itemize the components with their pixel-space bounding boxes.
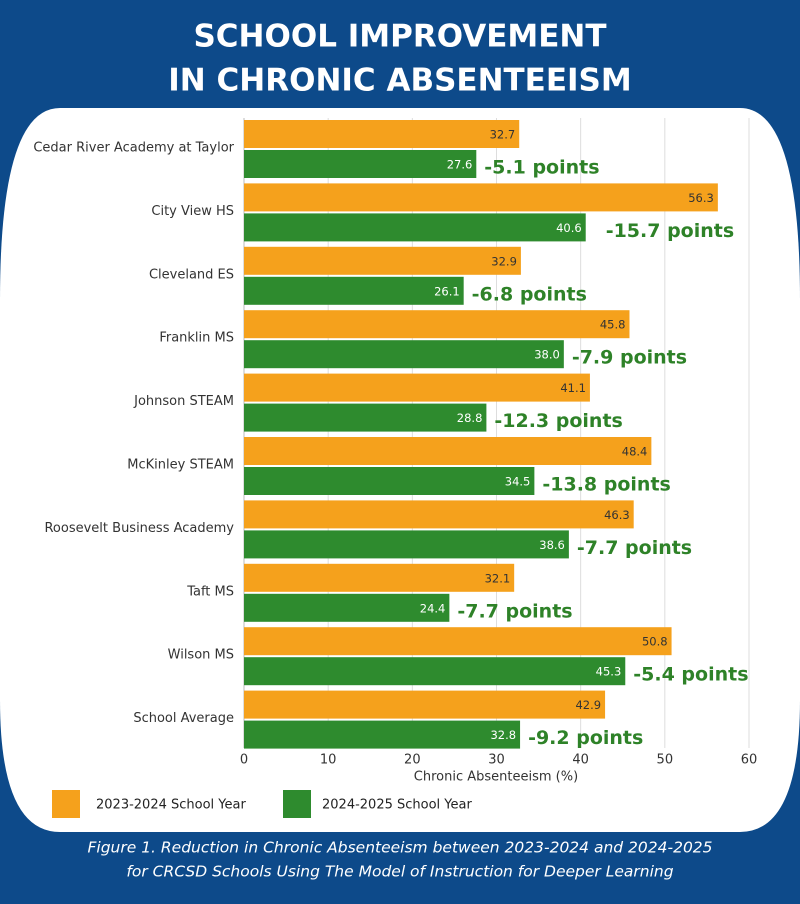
bar	[244, 373, 590, 402]
bar	[244, 437, 652, 465]
x-tick-label: 50	[657, 753, 674, 768]
bar	[244, 720, 521, 749]
bar	[244, 593, 450, 622]
bar	[244, 563, 515, 592]
annotation: -15.7 points	[606, 220, 734, 242]
bar	[244, 120, 520, 148]
y-tick-label: Johnson STEAM	[133, 394, 234, 409]
y-tick-label: McKinley STEAM	[127, 458, 234, 473]
value-label: 32.9	[491, 254, 517, 268]
value-label: 24.4	[420, 601, 446, 615]
value-label: 45.8	[600, 318, 626, 332]
caption: Figure 1. Reduction in Chronic Absenteei…	[87, 839, 712, 857]
annotation: -9.2 points	[528, 727, 643, 749]
value-label: 28.8	[457, 411, 483, 425]
x-tick-label: 40	[572, 753, 589, 768]
annotation: -7.9 points	[572, 347, 687, 369]
bar	[244, 530, 569, 559]
chart-title: IN CHRONIC ABSENTEEISM	[168, 63, 632, 99]
annotation: -7.7 points	[577, 537, 692, 559]
annotation: -5.1 points	[484, 157, 599, 179]
bar	[244, 690, 606, 719]
y-tick-label: School Average	[133, 711, 234, 726]
y-tick-label: City View HS	[151, 204, 234, 219]
value-label: 45.3	[596, 665, 622, 679]
value-label: 42.9	[575, 698, 601, 712]
x-tick-label: 20	[404, 753, 421, 768]
annotation: -5.4 points	[633, 664, 748, 686]
value-label: 56.3	[688, 191, 714, 205]
bar	[244, 657, 626, 686]
x-tick-label: 30	[488, 753, 505, 768]
value-label: 34.5	[505, 475, 531, 489]
bar	[244, 627, 672, 656]
legend-swatch	[283, 790, 311, 818]
bar	[244, 500, 634, 529]
value-label: 41.1	[560, 381, 586, 395]
value-label: 32.8	[490, 728, 516, 742]
value-label: 48.4	[622, 445, 648, 459]
y-tick-label: Franklin MS	[159, 331, 234, 346]
value-label: 38.0	[534, 348, 560, 362]
value-label: 50.8	[642, 635, 668, 649]
caption: for CRCSD Schools Using The Model of Ins…	[126, 863, 673, 881]
bar	[244, 403, 487, 432]
bar	[244, 246, 521, 275]
annotation: -13.8 points	[542, 474, 670, 496]
x-tick-label: 60	[741, 753, 758, 768]
bar	[244, 213, 586, 242]
value-label: 32.1	[485, 571, 511, 585]
bar	[244, 276, 464, 305]
y-tick-label: Cedar River Academy at Taylor	[33, 141, 234, 156]
bar	[244, 150, 477, 178]
value-label: 32.7	[490, 128, 516, 142]
value-label: 46.3	[604, 508, 630, 522]
x-tick-label: 10	[320, 753, 337, 768]
legend-swatch	[52, 790, 80, 818]
chart-title: SCHOOL IMPROVEMENT	[193, 19, 606, 55]
x-axis-label: Chronic Absenteeism (%)	[414, 770, 578, 785]
y-tick-label: Taft MS	[186, 584, 234, 599]
x-tick-label: 0	[240, 753, 248, 768]
legend-label: 2024-2025 School Year	[322, 798, 472, 813]
legend-label: 2023-2024 School Year	[96, 798, 246, 813]
annotation: -7.7 points	[457, 600, 572, 622]
bar	[244, 183, 718, 212]
value-label: 38.6	[539, 538, 565, 552]
bar	[244, 310, 630, 339]
y-tick-label: Cleveland ES	[149, 267, 234, 282]
bar	[244, 467, 535, 495]
value-label: 40.6	[556, 221, 582, 235]
y-tick-label: Wilson MS	[168, 648, 234, 663]
value-label: 26.1	[434, 284, 460, 298]
bar	[244, 340, 564, 369]
y-tick-label: Roosevelt Business Academy	[44, 521, 234, 536]
annotation: -12.3 points	[494, 410, 622, 432]
annotation: -6.8 points	[472, 283, 587, 305]
value-label: 27.6	[447, 158, 473, 172]
